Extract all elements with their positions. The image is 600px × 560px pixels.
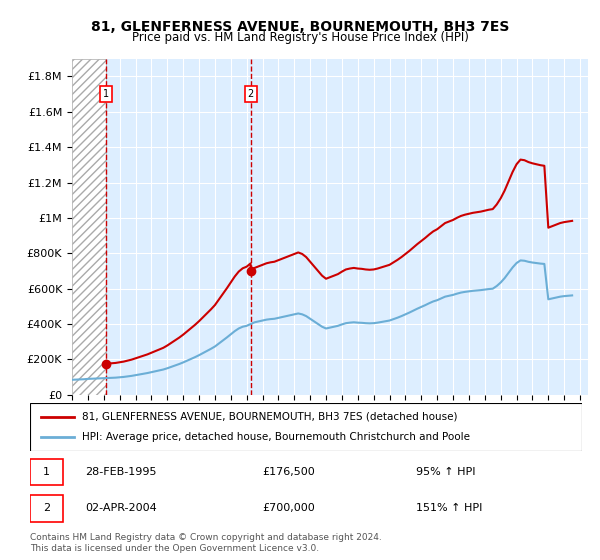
Text: 1: 1 (43, 467, 50, 477)
Bar (72, 59, 106, 395)
Text: 02-APR-2004: 02-APR-2004 (85, 503, 157, 514)
Text: 95% ↑ HPI: 95% ↑ HPI (416, 467, 476, 477)
Text: HPI: Average price, detached house, Bournemouth Christchurch and Poole: HPI: Average price, detached house, Bour… (82, 432, 470, 442)
FancyBboxPatch shape (30, 403, 582, 451)
Bar (72, 59, 106, 395)
FancyBboxPatch shape (30, 459, 63, 486)
Text: 151% ↑ HPI: 151% ↑ HPI (416, 503, 483, 514)
Text: Contains HM Land Registry data © Crown copyright and database right 2024.
This d: Contains HM Land Registry data © Crown c… (30, 533, 382, 553)
Text: 1: 1 (103, 89, 109, 99)
FancyBboxPatch shape (30, 495, 63, 522)
Text: 2: 2 (43, 503, 50, 514)
Text: 28-FEB-1995: 28-FEB-1995 (85, 467, 157, 477)
Text: £176,500: £176,500 (262, 467, 314, 477)
Text: £700,000: £700,000 (262, 503, 314, 514)
Text: 81, GLENFERNESS AVENUE, BOURNEMOUTH, BH3 7ES: 81, GLENFERNESS AVENUE, BOURNEMOUTH, BH3… (91, 20, 509, 34)
Text: Price paid vs. HM Land Registry's House Price Index (HPI): Price paid vs. HM Land Registry's House … (131, 31, 469, 44)
Text: 81, GLENFERNESS AVENUE, BOURNEMOUTH, BH3 7ES (detached house): 81, GLENFERNESS AVENUE, BOURNEMOUTH, BH3… (82, 412, 458, 422)
Text: 2: 2 (247, 89, 254, 99)
